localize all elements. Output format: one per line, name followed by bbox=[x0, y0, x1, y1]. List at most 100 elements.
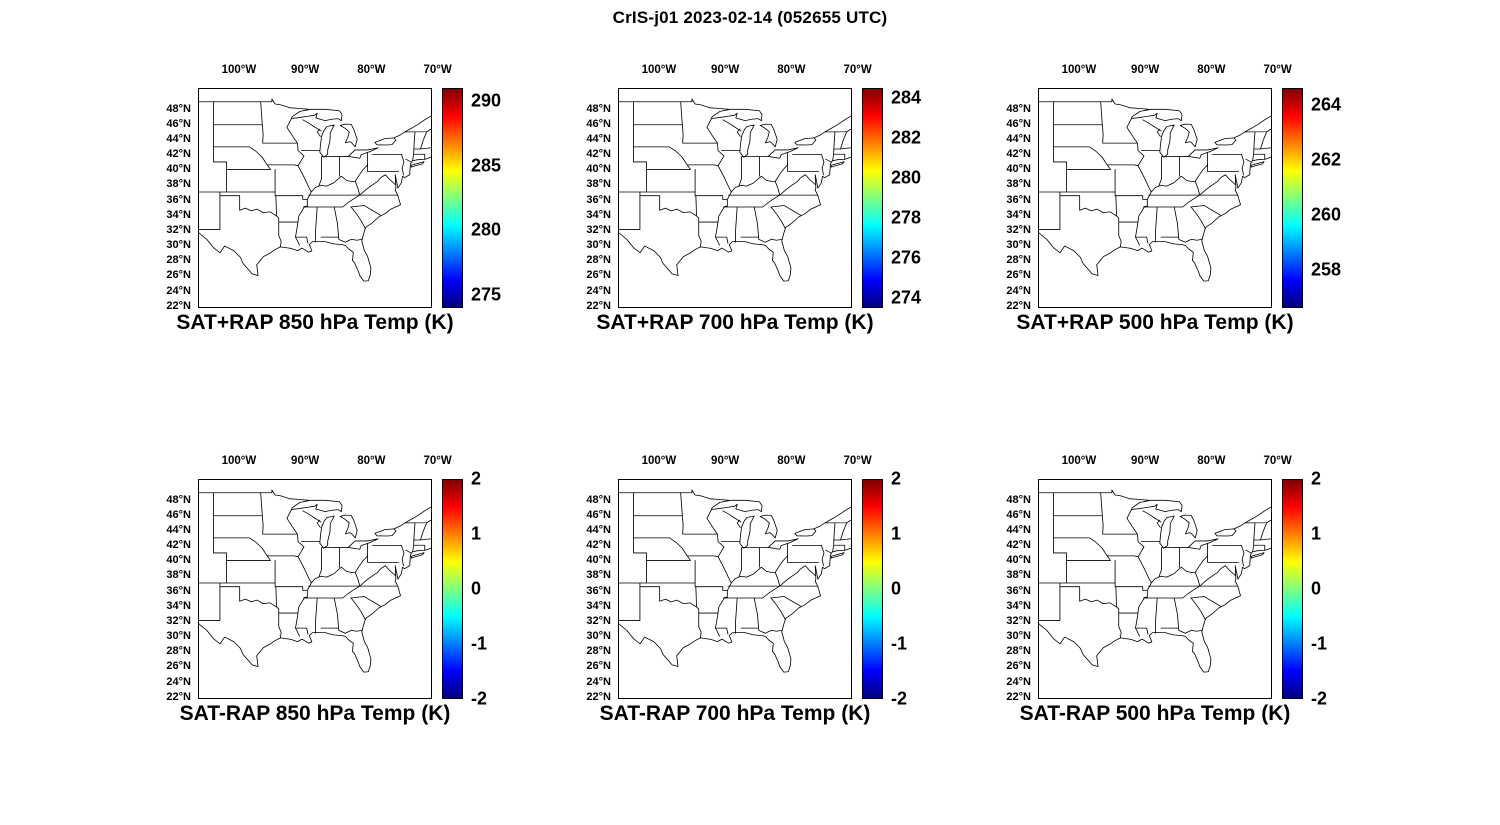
lat-tick-label: 24°N bbox=[586, 675, 611, 688]
lat-tick-label: 34°N bbox=[586, 599, 611, 612]
map-panel-bottom-middle: 100°W 90°W 80°W 70°W 48°N 46°N 44°N 42°N 40°N 38… bbox=[560, 451, 960, 751]
lat-tick-label: 44°N bbox=[166, 523, 191, 536]
lat-tick-label: 32°N bbox=[586, 223, 611, 236]
lat-tick-label: 44°N bbox=[1006, 523, 1031, 536]
lat-tick-label: 36°N bbox=[586, 193, 611, 206]
lon-tick-label: 100°W bbox=[641, 64, 677, 76]
lat-tick-label: 38°N bbox=[166, 569, 191, 582]
panel-title: SAT+RAP 700 hPa Temp (K) bbox=[596, 311, 874, 334]
lat-tick-label: 34°N bbox=[166, 599, 191, 612]
colorbar-tick-label: 262 bbox=[1311, 149, 1342, 169]
lon-tick-label: 80°W bbox=[357, 455, 386, 467]
colorbar-tick-label: 284 bbox=[891, 87, 922, 108]
lat-tick-label: 42°N bbox=[166, 539, 191, 551]
lat-axis: 48°N 46°N 44°N 42°N 40°N 38°N 36°N 34°N 32°N 30°N… bbox=[140, 88, 194, 312]
colorbar bbox=[442, 479, 463, 699]
lat-tick-label: 22°N bbox=[1006, 690, 1031, 703]
lat-tick-label: 48°N bbox=[586, 493, 611, 506]
colorbar-tick-label: 290 bbox=[471, 90, 502, 111]
lat-tick-label: 40°N bbox=[586, 163, 611, 176]
lat-tick-label: 48°N bbox=[586, 102, 611, 115]
us-states-map bbox=[199, 98, 431, 282]
lat-tick-label: 48°N bbox=[166, 102, 191, 115]
lon-tick-label: 70°W bbox=[1263, 455, 1292, 467]
lat-tick-label: 42°N bbox=[586, 539, 611, 551]
map-frame bbox=[1038, 88, 1272, 308]
colorbar-tick-label: 264 bbox=[1311, 94, 1342, 114]
lat-tick-label: 40°N bbox=[586, 554, 611, 567]
colorbar-tick-label: 274 bbox=[891, 287, 922, 308]
lat-tick-label: 46°N bbox=[166, 508, 191, 521]
lon-tick-label: 80°W bbox=[1197, 455, 1226, 467]
lat-tick-label: 32°N bbox=[166, 614, 191, 627]
lat-tick-label: 48°N bbox=[1006, 493, 1031, 506]
colorbar-labels: 2 1 0 -1 -2 bbox=[471, 469, 535, 709]
colorbar-tick-label: 0 bbox=[891, 578, 902, 599]
lat-tick-label: 26°N bbox=[166, 269, 191, 282]
lat-tick-label: 46°N bbox=[1006, 117, 1031, 130]
lat-axis: 48°N 46°N 44°N 42°N 40°N 38°N 36°N 34°N 32°N 30°N… bbox=[560, 479, 614, 703]
lat-tick-label: 34°N bbox=[586, 208, 611, 221]
lat-tick-label: 46°N bbox=[1006, 508, 1031, 521]
colorbar-tick-label: 1 bbox=[891, 523, 902, 544]
lat-tick-label: 42°N bbox=[586, 148, 611, 160]
map-frame bbox=[618, 479, 852, 699]
lat-tick-label: 26°N bbox=[1006, 660, 1031, 673]
lat-tick-label: 24°N bbox=[166, 284, 191, 297]
lon-tick-label: 100°W bbox=[1061, 455, 1097, 467]
lon-tick-label: 90°W bbox=[711, 455, 740, 467]
lat-tick-label: 36°N bbox=[166, 584, 191, 597]
lat-axis: 48°N 46°N 44°N 42°N 40°N 38°N 36°N 34°N 32°N 30°N… bbox=[980, 479, 1034, 703]
lat-tick-label: 30°N bbox=[586, 239, 611, 252]
lat-tick-label: 28°N bbox=[166, 254, 191, 267]
lat-tick-label: 36°N bbox=[586, 584, 611, 597]
colorbar-tick-label: -2 bbox=[1311, 688, 1328, 709]
lat-tick-label: 40°N bbox=[166, 554, 191, 567]
lat-tick-label: 28°N bbox=[166, 645, 191, 658]
colorbar-tick-label: 258 bbox=[1311, 259, 1342, 279]
lat-axis: 48°N 46°N 44°N 42°N 40°N 38°N 36°N 34°N 32°N 30°N… bbox=[560, 88, 614, 312]
colorbar bbox=[1282, 88, 1303, 308]
lat-tick-label: 22°N bbox=[166, 299, 191, 312]
colorbar bbox=[862, 88, 883, 308]
panel-title: SAT+RAP 850 hPa Temp (K) bbox=[176, 311, 454, 334]
lat-tick-label: 46°N bbox=[586, 508, 611, 521]
lat-tick-label: 30°N bbox=[166, 239, 191, 252]
lat-tick-label: 44°N bbox=[1006, 132, 1031, 145]
lon-tick-label: 80°W bbox=[1197, 64, 1226, 76]
lon-tick-label: 70°W bbox=[423, 64, 452, 76]
colorbar bbox=[1282, 479, 1303, 699]
lat-tick-label: 28°N bbox=[586, 645, 611, 658]
lat-tick-label: 46°N bbox=[586, 117, 611, 130]
lat-tick-label: 44°N bbox=[586, 523, 611, 536]
lat-tick-label: 38°N bbox=[1006, 569, 1031, 582]
lon-tick-label: 90°W bbox=[711, 64, 740, 76]
colorbar-tick-label: 282 bbox=[891, 127, 922, 148]
lat-tick-label: 40°N bbox=[166, 163, 191, 176]
lon-tick-label: 70°W bbox=[843, 455, 872, 467]
colorbar-tick-label: 2 bbox=[1311, 468, 1322, 489]
lat-tick-label: 36°N bbox=[1006, 193, 1031, 206]
lat-tick-label: 26°N bbox=[166, 660, 191, 673]
lat-tick-label: 22°N bbox=[586, 299, 611, 312]
lat-tick-label: 34°N bbox=[166, 208, 191, 221]
us-states-map bbox=[1039, 98, 1271, 282]
us-states-map bbox=[1039, 489, 1271, 673]
colorbar-labels: 2 1 0 -1 -2 bbox=[891, 469, 955, 709]
colorbar-tick-label: -1 bbox=[471, 633, 488, 654]
colorbar-tick-label: 280 bbox=[891, 167, 922, 188]
lat-tick-label: 38°N bbox=[586, 569, 611, 582]
lat-tick-label: 38°N bbox=[1006, 178, 1031, 191]
lon-tick-label: 70°W bbox=[423, 455, 452, 467]
lon-tick-label: 90°W bbox=[291, 455, 320, 467]
lat-tick-label: 32°N bbox=[166, 223, 191, 236]
colorbar bbox=[862, 479, 883, 699]
colorbar-tick-label: 278 bbox=[891, 207, 922, 228]
colorbar bbox=[442, 88, 463, 308]
lat-tick-label: 34°N bbox=[1006, 599, 1031, 612]
colorbar-tick-label: -2 bbox=[891, 688, 908, 709]
lon-tick-label: 100°W bbox=[221, 455, 257, 467]
lon-tick-label: 100°W bbox=[641, 455, 677, 467]
map-frame bbox=[618, 88, 852, 308]
lat-tick-label: 38°N bbox=[166, 178, 191, 191]
